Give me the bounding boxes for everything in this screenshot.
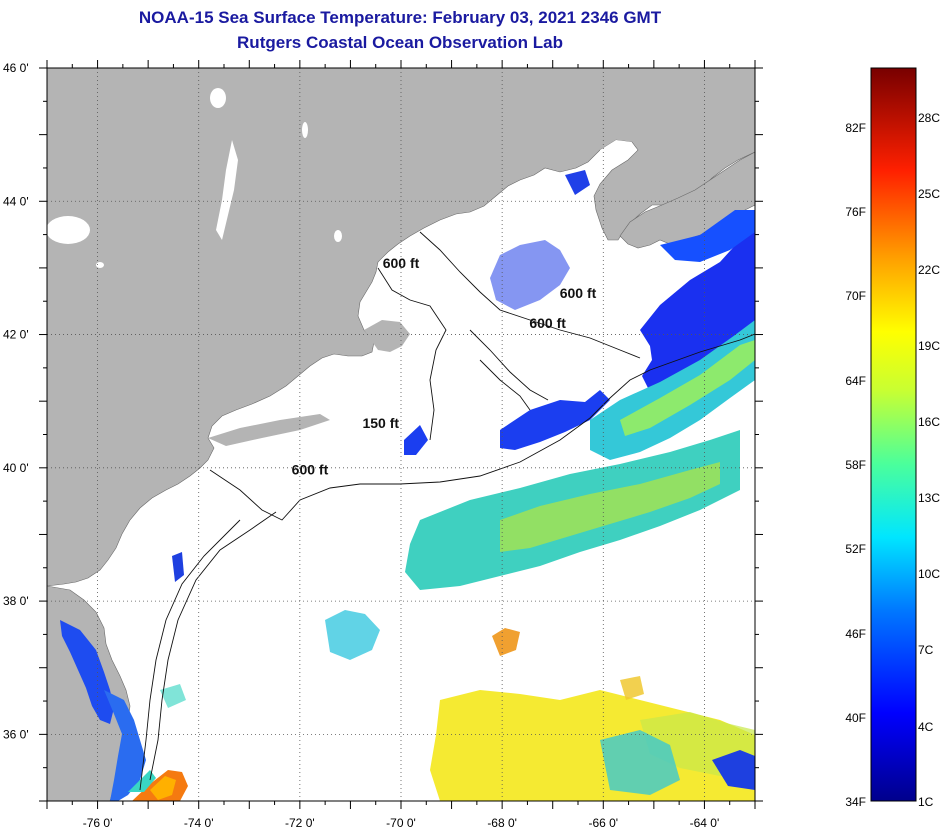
land-long-island bbox=[208, 414, 330, 446]
coastal-water-teal bbox=[128, 770, 156, 792]
contour-600ft-shelf-break bbox=[209, 333, 755, 521]
contour-georges-inner bbox=[479, 359, 531, 411]
contour-150ft bbox=[139, 519, 241, 791]
coastal-teal-patch bbox=[160, 684, 186, 708]
map-subtitle: Rutgers Coastal Ocean Observation Lab bbox=[237, 33, 563, 52]
colorbar-label-fahrenheit: 58F bbox=[845, 458, 866, 472]
inland-lake bbox=[96, 262, 104, 268]
cool-eddy-south bbox=[600, 730, 680, 795]
cold-spot-southeast bbox=[712, 750, 755, 790]
colorbar-label-celsius: 19C bbox=[918, 339, 940, 353]
georges-bank-cold bbox=[500, 390, 610, 450]
contour-150ft-gulf-of-maine bbox=[377, 267, 447, 441]
coastal-cold-patch bbox=[172, 552, 184, 582]
colorbar-labels: 82F 76F 70F 64F 58F 52F 46F 40F 34F 28C 25C 22C 19C 1… bbox=[845, 111, 940, 809]
contour-600ft-south bbox=[149, 511, 277, 781]
lon-tick-label: -76 0' bbox=[83, 816, 113, 830]
warm-spot-orange bbox=[492, 628, 520, 656]
cold-water-nova-scotia bbox=[660, 210, 755, 262]
lon-tick-label: -72 0' bbox=[285, 816, 315, 830]
colorbar-label-fahrenheit: 70F bbox=[845, 289, 866, 303]
contour-600ft-gulf-of-maine bbox=[419, 231, 641, 359]
lake-champlain bbox=[216, 140, 238, 240]
virginia-coastal-water bbox=[104, 690, 146, 801]
lon-tick-label: -74 0' bbox=[184, 816, 214, 830]
colorbar-label-fahrenheit: 82F bbox=[845, 121, 866, 135]
contour-label: 600 ft bbox=[292, 461, 329, 477]
lake-champlain-north bbox=[210, 88, 226, 108]
lake-ontario-east bbox=[47, 216, 90, 244]
map-axes: -76 0' -74 0' -72 0' -70 0' -68 0' -66 0' -64 … bbox=[3, 60, 763, 830]
colorbar-label-celsius: 1C bbox=[918, 795, 934, 809]
sst-colorbar bbox=[870, 67, 917, 802]
contour-label: 600 ft bbox=[560, 285, 597, 301]
lon-tick-label: -64 0' bbox=[690, 816, 720, 830]
lat-tick-label: 44 0' bbox=[3, 194, 29, 208]
contour-label: 150 ft bbox=[362, 415, 399, 431]
contour-labels: 600 ft 600 ft 600 ft 150 ft 600 ft bbox=[292, 255, 597, 478]
lat-tick-label: 42 0' bbox=[3, 328, 29, 342]
lat-tick-label: 38 0' bbox=[3, 594, 29, 608]
lat-tick-label: 40 0' bbox=[3, 461, 29, 475]
colorbar-label-fahrenheit: 76F bbox=[845, 205, 866, 219]
contour-georges bbox=[469, 329, 549, 401]
colorbar-label-celsius: 16C bbox=[918, 415, 940, 429]
lat-tick-label: 36 0' bbox=[3, 727, 29, 741]
colorbar-label-celsius: 13C bbox=[918, 491, 940, 505]
lat-tick-label: 46 0' bbox=[3, 61, 29, 75]
bay-of-fundy bbox=[600, 140, 632, 162]
land-cape-cod bbox=[364, 320, 410, 352]
colorbar-label-celsius: 25C bbox=[918, 187, 940, 201]
warm-spot-yellow bbox=[620, 676, 644, 700]
gulf-of-maine-cold-patches bbox=[490, 240, 570, 310]
colorbar-label-celsius: 4C bbox=[918, 720, 934, 734]
warm-band-north bbox=[620, 340, 755, 436]
cyan-patches-south bbox=[325, 610, 380, 660]
colorbar-label-celsius: 10C bbox=[918, 567, 940, 581]
colorbar-label-fahrenheit: 34F bbox=[845, 795, 866, 809]
colorbar-label-fahrenheit: 52F bbox=[845, 542, 866, 556]
warm-water-core bbox=[150, 776, 176, 800]
bathymetry-contours bbox=[139, 231, 755, 791]
lon-tick-label: -66 0' bbox=[588, 816, 618, 830]
inland-lake bbox=[334, 230, 342, 242]
colorbar-label-fahrenheit: 46F bbox=[845, 627, 866, 641]
nantucket-cold bbox=[404, 425, 428, 455]
colorbar-label-celsius: 22C bbox=[918, 263, 940, 277]
cold-patch bbox=[565, 170, 590, 195]
warm-band-middle bbox=[500, 462, 720, 552]
chesapeake-bay bbox=[60, 620, 114, 724]
lon-tick-label: -68 0' bbox=[487, 816, 517, 830]
contour-label: 600 ft bbox=[383, 255, 420, 271]
colorbar-label-celsius: 7C bbox=[918, 643, 934, 657]
colorbar-label-fahrenheit: 64F bbox=[845, 374, 866, 388]
inland-lake bbox=[302, 122, 308, 138]
lon-tick-label: -70 0' bbox=[386, 816, 416, 830]
colorbar-label-celsius: 28C bbox=[918, 111, 940, 125]
contour-label: 600 ft bbox=[529, 315, 566, 331]
map-title: NOAA-15 Sea Surface Temperature: Februar… bbox=[138, 8, 662, 27]
colorbar-label-fahrenheit: 40F bbox=[845, 711, 866, 725]
